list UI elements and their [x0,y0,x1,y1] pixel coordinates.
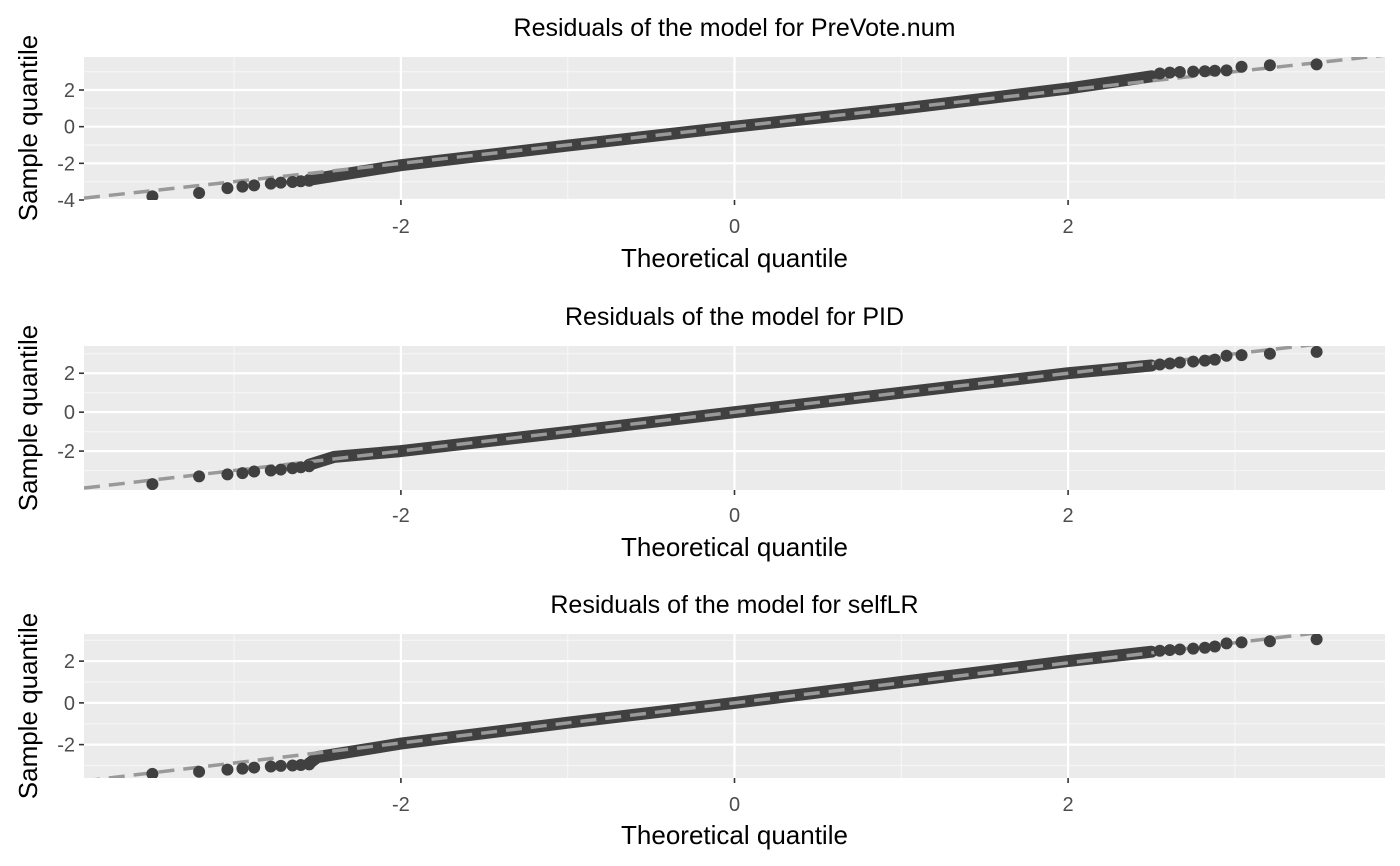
residual-point [146,767,159,778]
residual-point [1235,636,1248,649]
y-tick-label: 2 [64,651,75,673]
panel-title: Residuals of the model for selfLR [550,591,918,619]
residual-point [1220,349,1233,362]
residual-point [236,467,249,480]
y-axis-title: Sample quantile [13,613,43,799]
qq-panel-1: -4 -2 0 2 -2 0 2 Residuals of the model for Pre… [13,14,1385,273]
residual-point [1173,643,1186,656]
x-tick-label: 2 [1063,505,1074,527]
residual-point [1187,65,1200,78]
reference-line [94,634,1323,778]
residual-point [221,468,234,481]
residual-point [1235,349,1248,362]
residual-point [1173,66,1186,79]
residual-point [236,762,249,775]
residual-point [146,190,159,200]
residual-point [1173,356,1186,369]
residual-point [1208,64,1221,77]
panel-title: Residuals of the model for PID [565,303,904,331]
y-tick-label: 0 [64,117,75,139]
y-tick-label: -2 [57,441,75,463]
residual-point [193,765,206,778]
x-axis-title: Theoretical quantile [621,532,848,562]
residual-point [1198,354,1211,367]
x-axis-title: Theoretical quantile [621,820,848,850]
residual-point [1263,347,1276,360]
x-axis-title: Theoretical quantile [621,243,848,273]
residual-point [1220,637,1233,650]
residual-point [248,761,261,774]
plot-area [84,57,1385,200]
residual-point [193,470,206,483]
residual-point [303,758,316,771]
residual-point [193,187,206,200]
residual-point [274,463,287,476]
residual-point [236,180,249,193]
x-tick-label: -2 [392,216,410,238]
residual-point [1208,353,1221,366]
x-tick-label: -2 [392,794,410,816]
y-tick-label: -4 [57,190,75,212]
residual-point [303,174,316,187]
residual-point [221,182,234,195]
qq-panel-2: -2 0 2 -2 0 2 Residuals of the model for PID Th… [13,303,1385,562]
residual-point [1263,635,1276,648]
residual-point [1310,58,1323,71]
reference-line [84,57,1385,200]
residual-point [1208,640,1221,653]
residual-point [1163,357,1176,370]
residual-point [1163,644,1176,657]
plot-area [84,346,1323,490]
y-tick-label: 2 [64,80,75,102]
residual-point [264,464,277,477]
residual-point [1198,641,1211,654]
y-axis-title: Sample quantile [13,325,43,511]
residual-point [221,763,234,776]
plot-area [94,634,1323,778]
y-tick-label: -2 [57,153,75,175]
residual-point [248,465,261,478]
residual-point [1263,59,1276,72]
y-tick-label: 2 [64,363,75,385]
qq-panel-3: -2 0 2 -2 0 2 Residuals of the model for selfL… [13,591,1385,850]
residual-point [1153,644,1166,657]
residual-point [1153,358,1166,371]
y-tick-label: 0 [64,402,75,424]
x-tick-label: 0 [729,505,740,527]
residual-point [274,176,287,189]
x-tick-label: 0 [729,216,740,238]
residual-point [1220,64,1233,77]
residual-point [1310,634,1323,646]
residual-point [1235,60,1248,73]
residual-point [1187,642,1200,655]
reference-line [84,346,1317,490]
residual-point [146,478,159,490]
residual-point [1153,67,1166,80]
y-tick-label: 0 [64,693,75,715]
residual-point [248,179,261,192]
residual-point [1187,355,1200,368]
residual-point [1198,65,1211,78]
residual-point [1163,66,1176,79]
x-tick-label: 0 [729,794,740,816]
y-axis-title: Sample quantile [13,35,43,221]
residual-point [274,759,287,772]
x-tick-label: -2 [392,505,410,527]
residual-point [264,760,277,773]
panel-title: Residuals of the model for PreVote.num [514,14,956,42]
residual-point [264,177,277,190]
x-tick-label: 2 [1063,794,1074,816]
x-tick-label: 2 [1063,216,1074,238]
y-tick-label: -2 [57,735,75,757]
residual-point [303,460,316,473]
residual-point [1310,346,1323,358]
